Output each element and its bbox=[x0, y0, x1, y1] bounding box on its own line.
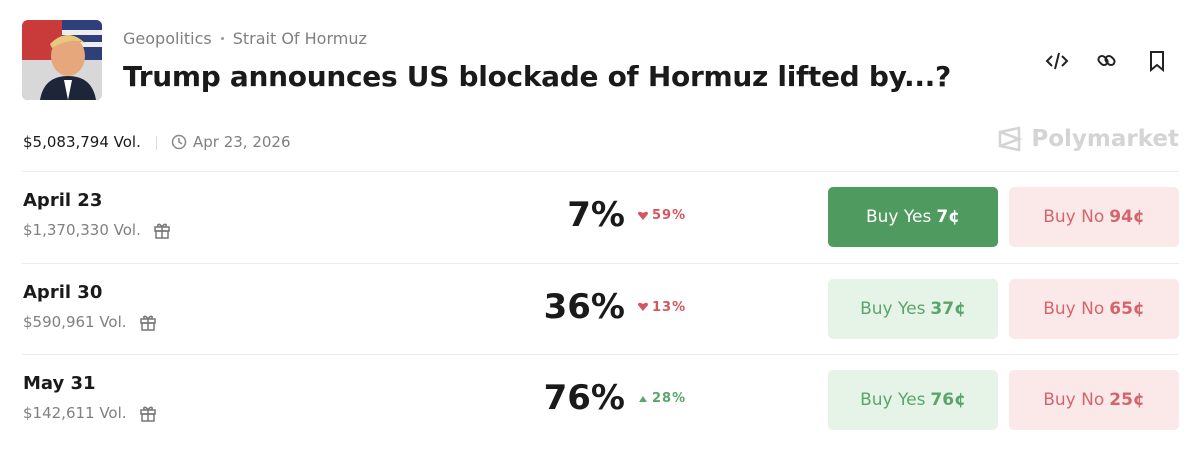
end-date: Apr 23, 2026 bbox=[171, 133, 291, 151]
outcome-label: April 23 bbox=[23, 190, 103, 211]
market-image bbox=[22, 20, 102, 100]
category-link[interactable]: Geopolitics bbox=[123, 29, 212, 48]
volume-text: $142,611 Vol. bbox=[23, 404, 127, 422]
brand-logo bbox=[999, 126, 1023, 152]
market-title: Trump announces US blockade of Hormuz li… bbox=[123, 60, 951, 93]
outcome-volume: $1,370,330 Vol. bbox=[23, 221, 171, 239]
change-value: 13% bbox=[652, 299, 687, 315]
outcome-label: May 31 bbox=[23, 373, 96, 394]
buy-no-text: Buy No bbox=[1043, 390, 1105, 410]
buy-yes-text: Buy Yes bbox=[860, 390, 926, 410]
buy-yes-button[interactable]: Buy Yes 76¢ bbox=[828, 370, 998, 430]
brand-name: Polymarket bbox=[1031, 126, 1179, 152]
buy-no-text: Buy No bbox=[1043, 298, 1105, 319]
brand: Polymarket bbox=[997, 126, 1179, 152]
chance: 76% bbox=[543, 378, 625, 418]
buy-no-text: Buy No bbox=[1043, 207, 1105, 227]
bookmark-icon[interactable] bbox=[1147, 49, 1167, 73]
buy-no-button[interactable]: Buy No 94¢ bbox=[1009, 187, 1179, 247]
buy-yes-text: Buy Yes bbox=[860, 298, 926, 319]
change: 28% bbox=[638, 391, 686, 406]
total-volume: $5,083,794 Vol. bbox=[23, 133, 141, 151]
yes-price: 37¢ bbox=[930, 298, 966, 319]
buy-yes-button[interactable]: Buy Yes 37¢ bbox=[828, 278, 998, 339]
change: 59% bbox=[638, 208, 686, 223]
date-text: Apr 23, 2026 bbox=[193, 133, 291, 151]
breadcrumb: Geopolitics Strait Of Hormuz bbox=[123, 29, 367, 48]
change-arrow bbox=[638, 302, 648, 311]
separator-dot bbox=[220, 37, 224, 40]
change-value: 59% bbox=[652, 208, 687, 223]
embed-icon[interactable] bbox=[1045, 50, 1069, 72]
yes-price: 76¢ bbox=[930, 390, 966, 410]
no-price: 25¢ bbox=[1109, 390, 1145, 410]
no-price: 65¢ bbox=[1109, 298, 1145, 319]
gift-icon bbox=[139, 315, 156, 331]
chance: 36% bbox=[543, 286, 625, 327]
change-value: 28% bbox=[652, 391, 687, 406]
outcome-volume: $142,611 Vol. bbox=[23, 404, 157, 422]
outcome-volume: $590,961 Vol. bbox=[23, 313, 157, 331]
change-arrow bbox=[639, 395, 647, 402]
volume-text: $590,961 Vol. bbox=[23, 312, 127, 331]
buy-yes-text: Buy Yes bbox=[865, 207, 932, 227]
chance: 7% bbox=[567, 195, 625, 235]
buy-no-button[interactable]: Buy No 65¢ bbox=[1009, 278, 1179, 339]
buy-no-button[interactable]: Buy No 25¢ bbox=[1009, 370, 1179, 430]
outcome-label: April 30 bbox=[23, 281, 103, 303]
row-separator bbox=[22, 354, 1179, 355]
no-price: 94¢ bbox=[1109, 207, 1145, 227]
gift-icon bbox=[154, 223, 170, 239]
divider bbox=[156, 136, 157, 150]
clock-icon bbox=[171, 134, 187, 150]
yes-price: 7¢ bbox=[936, 207, 960, 227]
gift-icon bbox=[139, 406, 156, 422]
volume-text: $1,370,330 Vol. bbox=[23, 221, 141, 239]
buy-yes-button[interactable]: Buy Yes 7¢ bbox=[828, 187, 998, 247]
change-arrow bbox=[638, 211, 648, 220]
row-separator bbox=[22, 262, 1179, 264]
subcategory-link[interactable]: Strait Of Hormuz bbox=[232, 29, 367, 48]
link-icon[interactable] bbox=[1095, 49, 1119, 73]
row-separator bbox=[22, 171, 1179, 172]
change: 13% bbox=[638, 300, 686, 315]
